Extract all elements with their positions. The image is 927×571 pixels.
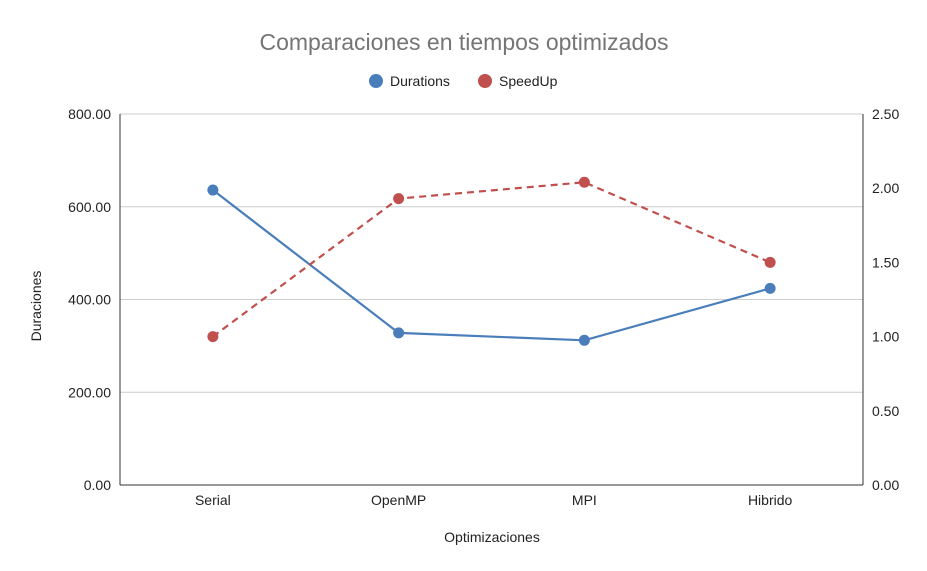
y-tick-label: 800.00 [68,106,111,122]
y-tick-label: 0.00 [84,477,111,493]
data-point-speedup[interactable] [764,256,776,268]
series-line-speedup [212,181,771,338]
x-tick-label: OpenMP [371,492,426,508]
y2-tick-label: 1.50 [872,254,899,270]
series-layer [207,176,776,346]
y2-tick-label: 1.00 [872,329,899,345]
data-point-durations[interactable] [393,327,405,339]
x-axis-title: Optimizaciones [444,529,540,545]
legend-label: Durations [390,73,450,89]
y-tick-label: 200.00 [68,384,111,400]
series-line-durations [212,189,771,342]
data-point-speedup[interactable] [578,176,590,188]
y-tick-label: 400.00 [68,292,111,308]
data-point-speedup[interactable] [207,331,219,343]
left-axis-ticks: 0.00 200.00 400.00 600.00 800.00 [68,106,111,493]
y2-tick-label: 0.00 [872,477,899,493]
data-point-durations[interactable] [207,184,219,196]
gridlines [119,113,864,486]
right-axis-ticks: 0.00 0.50 1.00 1.50 2.00 2.50 [872,106,899,493]
legend-marker [478,74,492,88]
data-point-durations[interactable] [764,282,776,294]
data-point-durations[interactable] [578,334,590,346]
x-tick-label: MPI [572,492,597,508]
y2-tick-label: 2.00 [872,180,899,196]
x-axis-ticks: Serial OpenMP MPI Hibrido [195,492,793,508]
y2-tick-label: 0.50 [872,403,899,419]
y-axis-title: Duraciones [28,271,44,342]
y2-tick-label: 2.50 [872,106,899,122]
x-tick-label: Serial [195,492,231,508]
legend: Durations SpeedUp [369,73,558,89]
chart-title: Comparaciones en tiempos optimizados [259,29,668,55]
legend-label: SpeedUp [499,73,558,89]
y-tick-label: 600.00 [68,199,111,215]
legend-marker [369,74,383,88]
data-point-speedup[interactable] [393,193,405,205]
x-tick-label: Hibrido [748,492,793,508]
